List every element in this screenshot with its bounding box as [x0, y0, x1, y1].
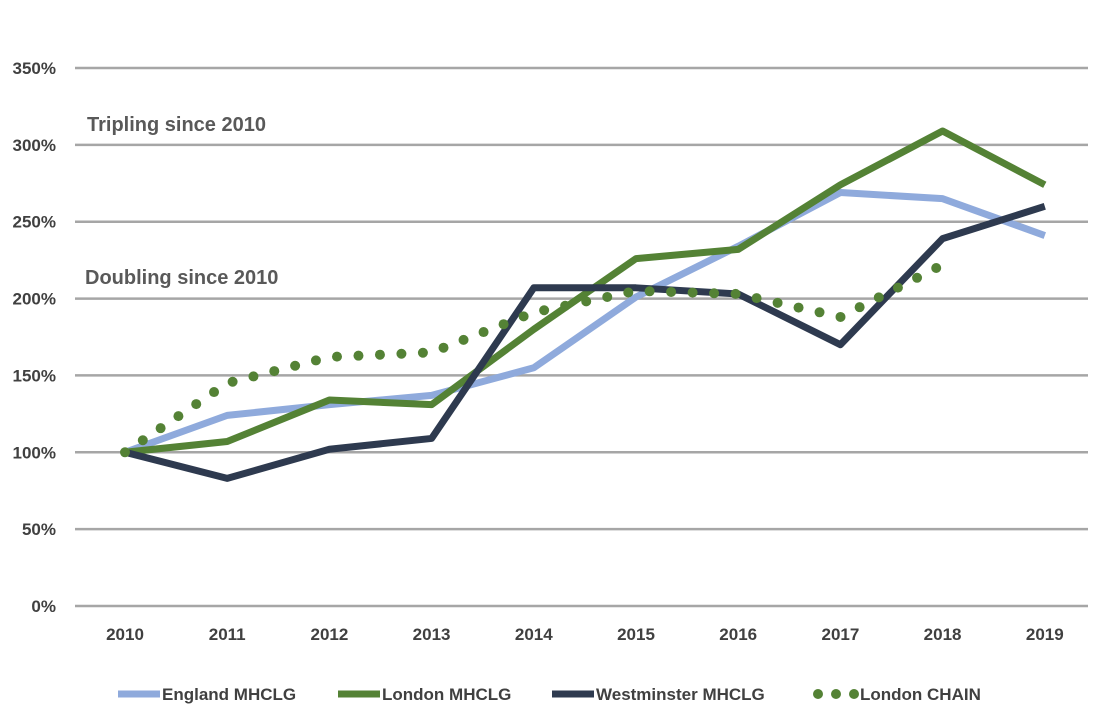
data-point [666, 286, 677, 297]
data-point [912, 272, 923, 283]
data-point [772, 297, 783, 308]
legend-item-london-chain: London CHAIN [813, 685, 981, 704]
x-tick-label: 2017 [821, 625, 859, 644]
y-axis-ticks: 0% 50% 100% 150% 200% 250% 300% 350% [13, 59, 56, 616]
data-point [353, 350, 364, 361]
legend-label: England MHCLG [162, 685, 296, 704]
x-tick-label: 2010 [106, 625, 144, 644]
y-tick-label: 350% [13, 59, 56, 78]
legend-label: London MHCLG [382, 685, 511, 704]
data-point [248, 371, 259, 382]
y-tick-label: 0% [31, 597, 56, 616]
y-tick-label: 200% [13, 290, 56, 309]
series-lines [120, 127, 1047, 482]
x-tick-label: 2013 [413, 625, 451, 644]
data-point [873, 292, 884, 303]
legend-label: Westminster MHCLG [596, 685, 765, 704]
legend-swatch-dot [813, 689, 823, 699]
x-tick-label: 2019 [1026, 625, 1064, 644]
data-point [835, 311, 846, 322]
data-point [539, 305, 550, 316]
legend-label: London CHAIN [860, 685, 981, 704]
legend-swatch-dot [849, 689, 859, 699]
data-point [623, 287, 634, 298]
legend-item-westminster-mhclg: Westminster MHCLG [552, 685, 765, 704]
data-point [931, 263, 942, 274]
data-point [269, 366, 280, 377]
data-point [374, 349, 385, 360]
data-point [892, 282, 903, 293]
data-point [396, 348, 407, 359]
data-point [709, 288, 720, 299]
data-point [478, 327, 489, 338]
y-tick-label: 250% [13, 213, 56, 232]
y-tick-label: 150% [13, 366, 56, 385]
data-point [417, 347, 428, 358]
westminster-mhclg-line [124, 203, 1046, 482]
x-tick-label: 2018 [924, 625, 962, 644]
data-point [518, 311, 529, 322]
y-tick-label: 100% [13, 443, 56, 462]
x-tick-label: 2011 [209, 625, 246, 644]
data-point [458, 334, 469, 345]
data-point [191, 399, 202, 410]
data-point [137, 435, 148, 446]
data-point [581, 296, 592, 307]
data-point [687, 287, 698, 298]
annotation-doubling: Doubling since 2010 [85, 267, 278, 289]
x-tick-label: 2012 [310, 625, 348, 644]
data-point [498, 319, 509, 330]
x-tick-label: 2014 [515, 625, 553, 644]
x-tick-label: 2015 [617, 625, 655, 644]
data-point [602, 291, 613, 302]
x-axis-ticks: 2010 2011 2012 2013 2014 2015 2016 2017 2018 2019 [106, 625, 1064, 644]
london-mhclg-line [124, 127, 1047, 456]
data-point [730, 288, 741, 299]
annotation-tripling: Tripling since 2010 [87, 114, 266, 136]
data-point [227, 376, 238, 387]
legend-swatch-dot [831, 689, 841, 699]
data-point [173, 411, 184, 422]
data-point [120, 447, 130, 458]
data-point [814, 307, 825, 318]
y-tick-label: 50% [22, 520, 56, 539]
legend: England MHCLG London MHCLG Westminster MHC… [118, 685, 981, 704]
data-point [209, 387, 220, 398]
data-point [560, 300, 571, 311]
data-point [854, 302, 865, 313]
data-point [751, 293, 762, 304]
x-tick-label: 2016 [719, 625, 757, 644]
data-point [438, 342, 449, 353]
data-point [155, 423, 166, 434]
y-tick-label: 300% [13, 136, 56, 155]
data-point [793, 302, 804, 313]
data-point [644, 286, 655, 297]
london-chain-series [120, 263, 942, 458]
data-point [290, 360, 301, 371]
england-mhclg-line [123, 189, 1046, 456]
legend-item-london-mhclg: London MHCLG [338, 685, 511, 704]
data-point [310, 355, 321, 366]
legend-item-england-mhclg: England MHCLG [118, 685, 296, 704]
data-point [331, 351, 342, 362]
